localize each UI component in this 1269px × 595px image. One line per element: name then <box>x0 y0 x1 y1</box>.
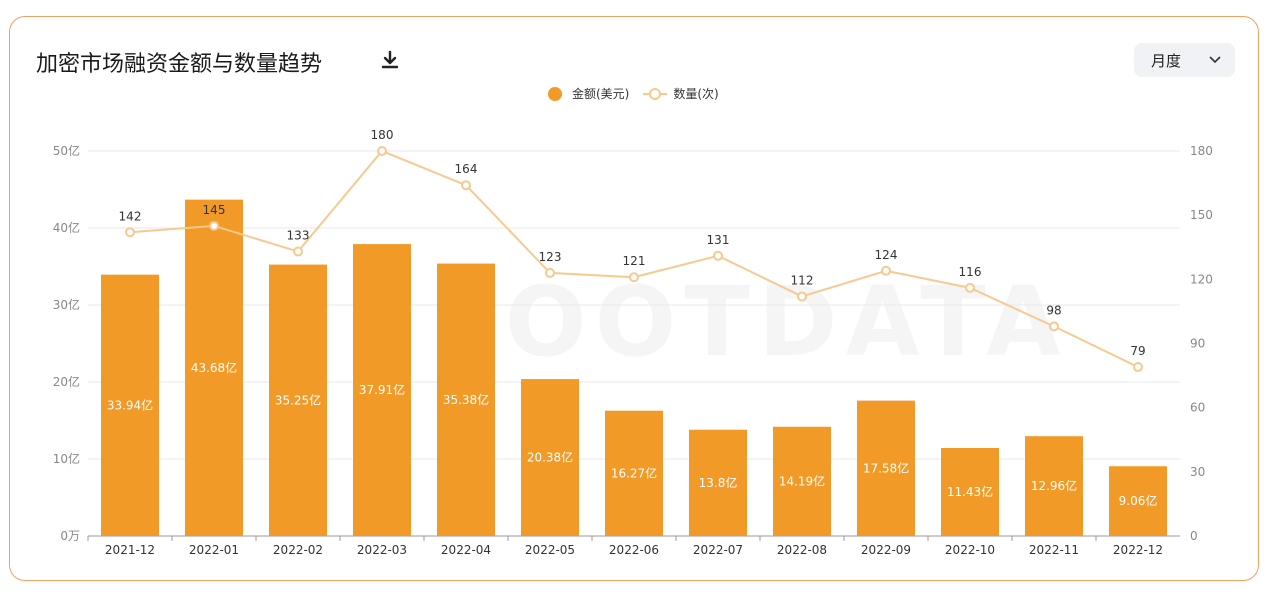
bar-data-label: 13.8亿 <box>699 475 738 490</box>
line-point <box>209 220 219 231</box>
bar-data-label: 11.43亿 <box>947 484 993 499</box>
watermark-logo: FOOTDATA <box>431 266 1068 378</box>
line-data-label: 145 <box>203 203 226 217</box>
line-data-label: 124 <box>875 248 898 262</box>
left-axis-tick: 20亿 <box>53 374 80 389</box>
period-select[interactable]: 月度 <box>1134 43 1235 77</box>
bar <box>605 410 663 536</box>
bar <box>689 429 747 536</box>
legend-swatch-count <box>643 87 668 100</box>
x-axis-tick: 2022-11 <box>1029 543 1079 557</box>
bar <box>269 264 327 536</box>
bar-data-label: 16.27亿 <box>611 465 657 480</box>
right-axis-tick: 60 <box>1190 401 1205 415</box>
bar <box>857 400 915 536</box>
line-data-label: 121 <box>623 254 646 268</box>
right-axis-tick: 90 <box>1190 337 1205 351</box>
bar-data-label: 35.38亿 <box>443 392 489 407</box>
legend-swatch-amount <box>548 86 562 101</box>
bar <box>941 447 999 536</box>
bar-data-label: 9.06亿 <box>1119 493 1158 508</box>
chevron-down-icon <box>1209 56 1221 64</box>
x-axis-tick: 2022-06 <box>609 543 659 557</box>
bar-data-label: 35.25亿 <box>275 392 321 407</box>
period-select-value: 月度 <box>1151 51 1182 70</box>
line-point <box>797 291 807 302</box>
legend-item-count[interactable]: 数量(次) <box>643 85 719 102</box>
x-axis-tick: 2022-12 <box>1113 543 1163 557</box>
line-point <box>1133 362 1143 373</box>
legend-item-amount[interactable]: 金额(美元) <box>548 85 629 102</box>
x-axis-tick: 2022-10 <box>945 543 995 557</box>
x-axis-tick: 2022-04 <box>441 543 491 557</box>
bar <box>101 274 159 536</box>
x-axis-tick: 2022-08 <box>777 543 827 557</box>
bar <box>1109 466 1167 536</box>
left-axis-tick: 50亿 <box>53 143 80 158</box>
bar-data-label: 20.38亿 <box>527 450 573 465</box>
line-point <box>461 180 471 191</box>
chart-title: 加密市场融资金额与数量趋势 <box>36 52 323 77</box>
bar <box>521 379 579 536</box>
bar-data-label: 12.96亿 <box>1031 478 1077 493</box>
right-axis-tick: 30 <box>1190 465 1205 479</box>
bar-data-label: 43.68亿 <box>191 360 237 375</box>
left-axis-tick: 40亿 <box>53 220 80 235</box>
right-axis-tick: 120 <box>1190 272 1213 286</box>
bar <box>1025 436 1083 536</box>
x-axis-tick: 2022-05 <box>525 543 575 557</box>
left-axis-tick: 10亿 <box>53 451 80 466</box>
x-axis-tick: 2022-07 <box>693 543 743 557</box>
x-axis-tick: 2022-09 <box>861 543 911 557</box>
line-point <box>293 246 303 257</box>
line-point <box>125 227 135 238</box>
line-point <box>965 282 975 293</box>
bar-data-label: 37.91亿 <box>359 382 405 397</box>
line-point <box>713 250 723 261</box>
bar-data-label: 33.94亿 <box>107 397 153 412</box>
left-axis-tick: 30亿 <box>53 297 80 312</box>
x-axis-tick: 2022-02 <box>273 543 323 557</box>
line-point <box>629 272 639 283</box>
download-icon[interactable] <box>378 48 402 72</box>
line-data-label: 180 <box>371 128 394 142</box>
line-point <box>377 146 387 156</box>
line-data-label: 133 <box>287 229 310 243</box>
line-data-label: 79 <box>1130 344 1145 358</box>
right-axis-tick: 180 <box>1190 144 1213 158</box>
line-data-label: 123 <box>539 250 562 264</box>
legend-label-amount: 金额(美元) <box>572 87 630 101</box>
right-axis-tick: 150 <box>1190 208 1213 222</box>
bar-data-label: 14.19亿 <box>779 473 825 488</box>
line-point <box>1049 321 1059 332</box>
legend: 金额(美元) 数量(次) <box>548 85 733 102</box>
bar <box>185 199 243 536</box>
legend-label-count: 数量(次) <box>673 87 719 101</box>
right-axis-tick: 0 <box>1190 529 1198 543</box>
line-data-label: 142 <box>119 209 142 223</box>
bar <box>353 244 411 536</box>
line-point <box>881 265 891 276</box>
left-axis-tick: 0万 <box>60 529 80 543</box>
line-data-label: 116 <box>959 265 982 279</box>
x-axis-tick: 2022-01 <box>189 543 239 557</box>
line-point <box>545 267 555 278</box>
line-data-label: 112 <box>791 273 814 287</box>
line-data-label: 98 <box>1046 303 1061 317</box>
line-data-label: 164 <box>455 162 478 176</box>
bar <box>437 263 495 536</box>
x-axis-tick: 2021-12 <box>105 543 155 557</box>
x-axis-tick: 2022-03 <box>357 543 407 557</box>
bar-data-label: 17.58亿 <box>863 460 909 475</box>
bar <box>773 426 831 536</box>
line-data-label: 131 <box>707 233 730 247</box>
